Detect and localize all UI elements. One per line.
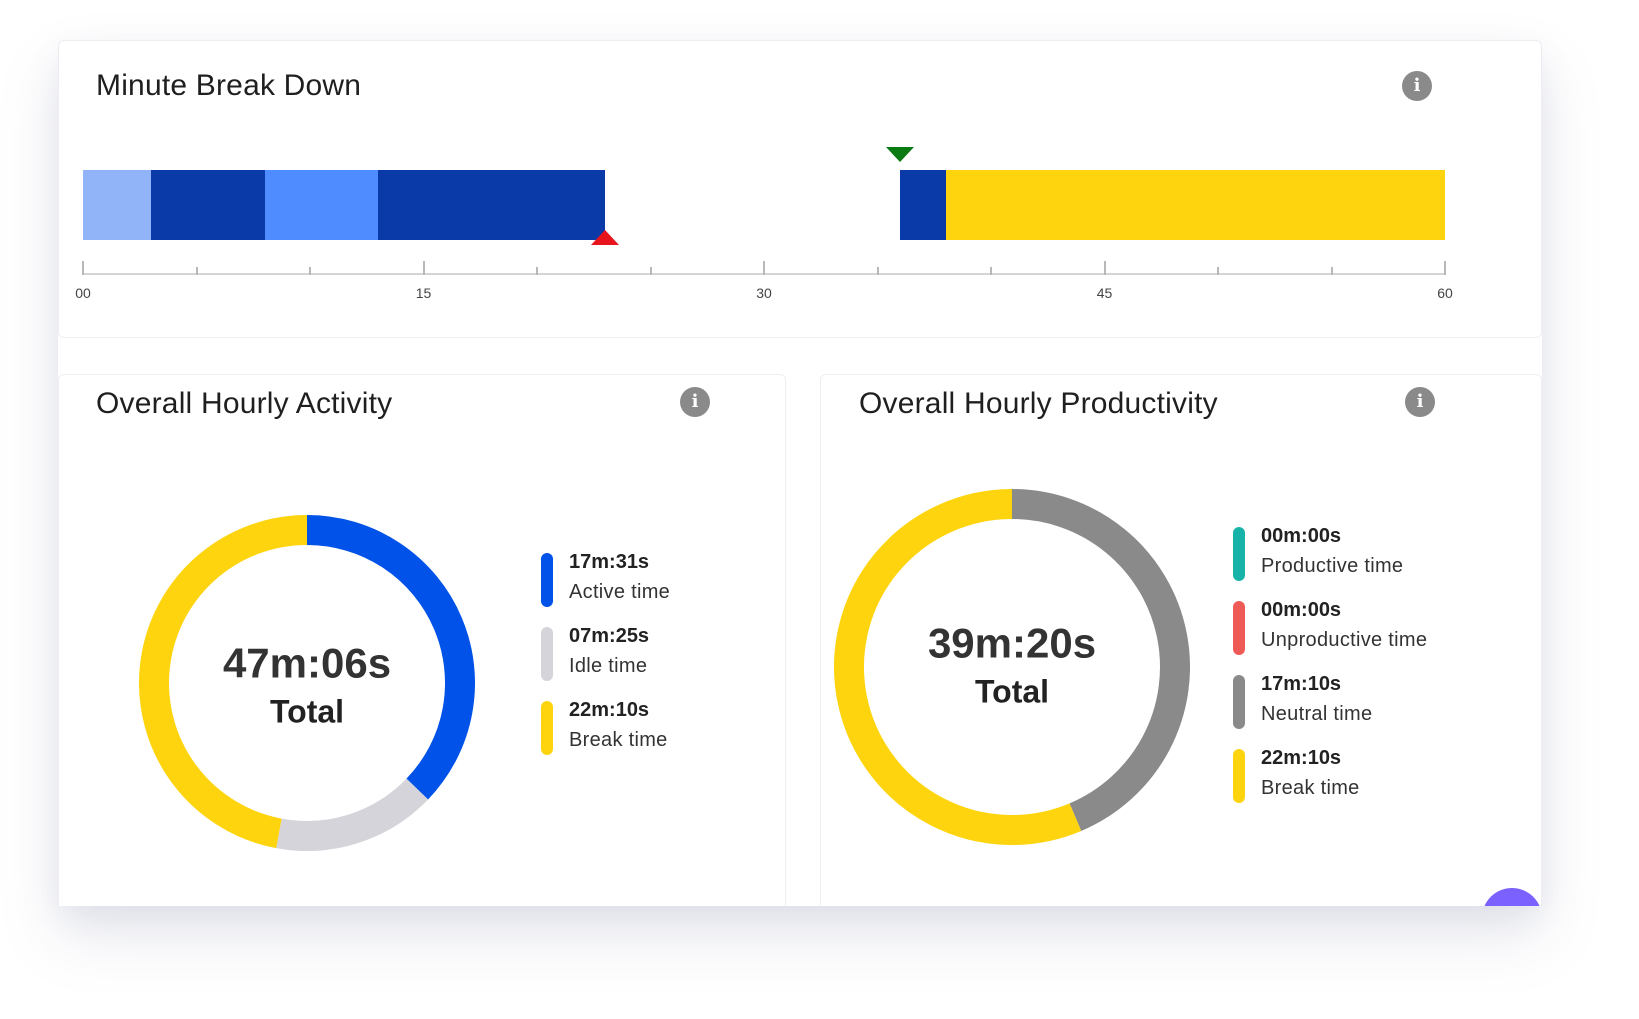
- axis-tick: [649, 267, 652, 275]
- hourly-productivity-card: Overall Hourly Productivity i 39m:20s To…: [820, 374, 1542, 906]
- legend-value: 17m:10s: [1261, 673, 1342, 695]
- axis-tick: [536, 267, 538, 275]
- hourly-activity-card: Overall Hourly Activity i 47m:06s Total …: [58, 374, 786, 906]
- legend-value: 00m:00s: [1261, 525, 1342, 547]
- timeline-segment-active[interactable]: [151, 170, 265, 240]
- legend-label: Idle time: [569, 655, 648, 677]
- axis-tick: [82, 261, 84, 275]
- legend-label: Productive time: [1261, 555, 1404, 577]
- timeline-segment-active-mid[interactable]: [264, 170, 379, 240]
- info-icon[interactable]: i: [680, 387, 710, 417]
- productivity-total: 39m:20s Total: [928, 620, 1096, 711]
- info-icon[interactable]: i: [1405, 387, 1435, 417]
- timeline-segment-active[interactable]: [900, 170, 946, 240]
- timeline-segment-active-light[interactable]: [83, 170, 152, 240]
- chat-launcher-button[interactable]: [1482, 888, 1542, 906]
- legend-color-bar: [541, 701, 553, 755]
- legend-label: Active time: [569, 581, 671, 603]
- activity-total-label: Total: [269, 693, 345, 730]
- productivity-donut-chart: [834, 489, 1190, 845]
- legend-value: 07m:25s: [569, 625, 650, 647]
- legend-label: Break time: [1261, 777, 1360, 799]
- donut-slice-active-time[interactable]: [306, 515, 475, 800]
- legend-color-bar: [1233, 749, 1245, 803]
- axis-tick-label: 60: [1437, 285, 1453, 301]
- activity-total: 47m:06s Total: [223, 640, 391, 731]
- session-end-marker-icon: [591, 230, 620, 245]
- axis-tick: [309, 267, 311, 275]
- axis-tick-label: 45: [1096, 285, 1113, 301]
- axis-tick: [1103, 261, 1106, 275]
- productivity-total-value: 39m:20s: [927, 619, 1097, 667]
- activity-total-value: 47m:06s: [222, 639, 392, 687]
- legend-color-bar: [1233, 601, 1245, 655]
- legend-value: 17m:31s: [569, 551, 650, 573]
- donut-slice-idle-time[interactable]: [276, 778, 429, 851]
- axis-tick: [876, 267, 879, 275]
- minute-breakdown-title: Minute Break Down: [96, 69, 362, 102]
- axis-tick-label: 30: [756, 285, 772, 301]
- session-start-marker-icon: [886, 147, 915, 162]
- axis-tick: [1444, 261, 1446, 275]
- axis-tick: [1330, 267, 1333, 275]
- axis-tick: [990, 267, 992, 275]
- legend-value: 22m:10s: [1261, 747, 1342, 769]
- legend-value: 22m:10s: [569, 699, 650, 721]
- legend-color-bar: [541, 627, 553, 681]
- axis-tick: [1217, 267, 1219, 275]
- timeline-segment-active[interactable]: [491, 170, 606, 240]
- legend-label: Neutral time: [1261, 703, 1373, 725]
- hourly-productivity-title: Overall Hourly Productivity: [859, 387, 1218, 420]
- legend-value: 00m:00s: [1261, 599, 1342, 621]
- donut-slice-break-time[interactable]: [139, 515, 308, 849]
- legend-color-bar: [1233, 675, 1245, 729]
- axis-tick: [763, 261, 765, 275]
- legend-label: Unproductive time: [1261, 629, 1428, 651]
- timeline-segment-break[interactable]: [945, 170, 1445, 240]
- legend-color-bar: [541, 553, 553, 607]
- timeline-segment-active[interactable]: [378, 170, 492, 240]
- activity-donut-chart: [139, 515, 475, 851]
- minute-breakdown-card: Minute Break Down i 00 15 30 45 60: [58, 40, 1542, 338]
- hourly-activity-title: Overall Hourly Activity: [96, 387, 393, 420]
- legend-label: Break time: [569, 729, 668, 751]
- info-icon[interactable]: i: [1402, 71, 1432, 101]
- axis-tick-label: 00: [75, 285, 91, 301]
- donut-slice-break-time[interactable]: [834, 489, 1082, 845]
- legend-color-bar: [1233, 527, 1245, 581]
- productivity-total-label: Total: [974, 673, 1050, 710]
- axis-tick: [422, 261, 425, 275]
- donut-slice-neutral-time[interactable]: [1011, 489, 1190, 831]
- axis-tick-label: 15: [415, 285, 432, 301]
- axis-tick: [195, 267, 198, 275]
